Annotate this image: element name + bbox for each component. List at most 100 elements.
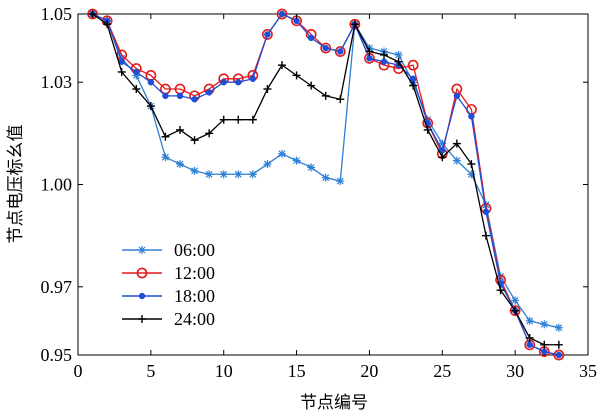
- data-point: [468, 113, 475, 120]
- data-point: [511, 306, 520, 315]
- marker-stroke: [336, 177, 344, 185]
- data-point: [278, 61, 286, 70]
- marker-stroke: [555, 324, 563, 332]
- data-point: [509, 305, 521, 317]
- y-tick-label: 0.97: [41, 277, 73, 297]
- data-point: [235, 78, 242, 86]
- data-point: [264, 31, 271, 38]
- data-point: [248, 170, 257, 179]
- legend: 06:00 12:00 18:00 24:00: [122, 240, 215, 329]
- data-point: [320, 42, 332, 54]
- data-point: [234, 170, 243, 179]
- data-point: [423, 125, 432, 134]
- data-point: [336, 95, 345, 104]
- series-0600: [88, 10, 563, 332]
- data-point: [394, 50, 403, 59]
- marker-stroke: [249, 170, 257, 178]
- marker-stroke: [511, 297, 519, 304]
- y-tick-label: 1.00: [41, 175, 73, 195]
- marker-stroke: [497, 273, 504, 280]
- data-point: [467, 160, 476, 169]
- data-point: [234, 115, 243, 124]
- marker-stroke: [526, 317, 534, 325]
- y-axis-title: 节点电压标幺值: [6, 125, 26, 244]
- marker-stroke: [540, 320, 548, 328]
- x-tick-label: 35: [579, 361, 597, 381]
- data-point: [322, 44, 329, 52]
- data-point: [321, 91, 330, 100]
- data-point: [263, 85, 272, 94]
- data-point: [176, 92, 184, 100]
- marker-stroke: [293, 157, 300, 165]
- legend-label: 06:00: [174, 240, 215, 260]
- data-point: [554, 340, 563, 349]
- data-point: [88, 10, 97, 18]
- data-point: [511, 296, 520, 305]
- data-point: [336, 177, 345, 186]
- data-point: [407, 59, 419, 71]
- data-point: [380, 58, 388, 65]
- data-point: [249, 75, 257, 83]
- data-point: [205, 129, 214, 138]
- data-point: [219, 170, 228, 179]
- data-point: [482, 231, 490, 240]
- series-1200: [87, 8, 565, 361]
- data-point: [219, 115, 228, 124]
- data-point: [276, 8, 288, 20]
- data-point: [541, 348, 548, 355]
- data-point: [220, 78, 227, 86]
- data-point: [176, 125, 184, 134]
- marker-stroke: [162, 153, 169, 161]
- data-point: [307, 163, 316, 172]
- series-line: [92, 13, 560, 356]
- data-point: [146, 102, 155, 111]
- data-point: [380, 50, 388, 59]
- data-point: [278, 10, 286, 18]
- data-point: [438, 153, 447, 162]
- data-point: [337, 48, 344, 55]
- data-point: [191, 96, 198, 103]
- tick-layer: 0 5 10 15 20 25 30 35 0.95 0.97 1.00 1.03 1.05: [41, 4, 598, 381]
- data-point: [133, 68, 140, 76]
- data-point: [292, 156, 301, 165]
- data-point: [190, 136, 199, 145]
- data-point: [452, 139, 461, 148]
- x-tick-label: 10: [215, 361, 233, 381]
- data-point: [307, 81, 316, 90]
- marker-stroke: [220, 170, 228, 178]
- data-point: [553, 349, 565, 361]
- data-point: [262, 29, 273, 40]
- legend-marker: [138, 246, 146, 254]
- series-1800: [89, 10, 563, 359]
- marker-stroke: [205, 170, 213, 178]
- legend-marker: [136, 267, 148, 279]
- data-point: [526, 341, 533, 349]
- data-point: [394, 57, 403, 66]
- data-point: [117, 67, 126, 76]
- y-tick-label: 0.95: [41, 345, 73, 365]
- legend-marker: [138, 315, 146, 323]
- y-tick-label: 1.05: [41, 4, 73, 24]
- series-layer: [87, 8, 565, 361]
- data-point: [540, 340, 549, 349]
- legend-marker: [138, 292, 146, 300]
- series-line: [92, 13, 560, 329]
- data-point: [409, 81, 418, 90]
- data-point: [162, 92, 169, 100]
- marker-stroke: [278, 150, 286, 158]
- data-point: [409, 75, 417, 83]
- series-line: [92, 13, 560, 356]
- data-point: [321, 173, 330, 182]
- data-point: [350, 20, 359, 29]
- marker-stroke: [176, 160, 184, 168]
- x-tick-label: 0: [74, 361, 83, 381]
- data-point: [190, 166, 199, 175]
- marker-stroke: [264, 160, 271, 168]
- data-point: [525, 316, 534, 325]
- data-point: [555, 351, 563, 359]
- data-point: [292, 71, 301, 80]
- data-point: [496, 286, 505, 295]
- legend-entry: 12:00: [122, 263, 215, 283]
- marker-stroke: [322, 174, 330, 182]
